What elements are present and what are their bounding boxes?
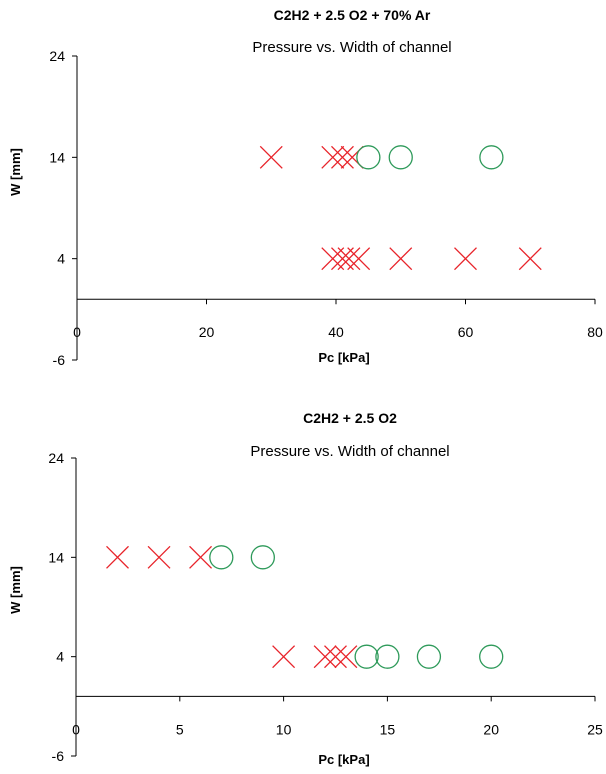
y-tick-label: -6 [52,748,65,764]
x-tick-label: 15 [380,721,396,737]
chart-2-axes [71,457,596,757]
x-marker [313,645,337,669]
x-marker [272,645,296,669]
x-marker [337,247,361,271]
x-marker [331,145,354,169]
x-marker-stroke [331,247,354,271]
chart-1-x-axis-label: Pc [kPa] [318,350,369,365]
x-marker-stroke [189,545,213,569]
x-marker [454,247,477,271]
x-marker [106,545,129,569]
circle-marker [356,145,381,170]
circle-marker [375,644,400,669]
x-marker-stroke [347,247,371,271]
y-tick-label: 4 [56,649,64,665]
x-marker [389,247,413,271]
x-tick-label: 25 [587,721,603,737]
circle-marker [354,644,379,669]
chart-1-subtitle: Pressure vs. Width of channel [252,39,451,56]
y-tick-label: 4 [57,251,65,267]
x-marker [321,145,345,169]
chart-2-y-axis-label: W [mm] [8,566,23,614]
x-tick-label: 10 [276,721,292,737]
x-marker-stroke [337,247,361,271]
x-marker [347,247,371,271]
x-marker [259,145,283,169]
x-marker-stroke [272,645,296,669]
chart-2-title: C2H2 + 2.5 O2 [303,410,397,426]
x-tick-label: 60 [458,324,474,340]
x-marker-stroke [321,145,345,169]
y-tick-label: 14 [49,149,65,165]
chart-2: C2H2 + 2.5 O2 Pressure vs. Width of chan… [8,410,603,767]
x-tick-label: 80 [587,324,603,340]
chart-2-subtitle: Pressure vs. Width of channel [250,443,449,460]
x-tick-label: 40 [328,324,344,340]
circle-marker [479,145,504,170]
chart-1-y-axis-label: W [mm] [8,148,23,196]
x-marker [147,545,171,569]
x-marker [324,645,347,669]
x-marker-stroke [106,545,129,569]
x-marker [334,645,358,669]
x-marker-stroke [334,645,358,669]
x-marker-stroke [331,145,354,169]
x-marker-stroke [324,645,347,669]
y-tick-label: 14 [48,549,64,565]
y-tick-label: -6 [53,352,66,368]
circle-marker [388,145,413,170]
x-marker [518,247,542,271]
x-marker-stroke [313,645,337,669]
x-tick-label: 20 [199,324,215,340]
circle-marker [250,545,275,570]
circle-marker [416,644,442,669]
chart-1: C2H2 + 2.5 O2 + 70% Ar Pressure vs. Widt… [8,7,603,368]
chart-2-marks [106,545,504,669]
circle-marker [209,545,234,570]
x-marker-stroke [518,247,542,271]
x-marker [189,545,213,569]
chart-1-axes [72,55,596,361]
y-tick-label: 24 [48,450,64,466]
x-marker-stroke [454,247,477,271]
y-tick-label: 24 [49,48,65,64]
x-tick-label: 20 [483,721,499,737]
x-marker-stroke [259,145,283,169]
chart-1-tick-labels: 24 14 4 -6 0 20 40 60 80 [49,48,603,368]
chart-1-title: C2H2 + 2.5 O2 + 70% Ar [274,7,431,23]
circle-marker [479,644,504,669]
x-marker-stroke [147,545,171,569]
x-tick-label: 0 [72,721,80,737]
chart-2-tick-labels: 24 14 4 -6 0 5 10 15 20 25 [48,450,603,764]
x-marker-stroke [321,247,345,271]
x-marker-stroke [389,247,413,271]
x-tick-label: 5 [176,721,184,737]
x-tick-label: 0 [73,324,81,340]
x-marker [331,247,354,271]
x-marker [321,247,345,271]
chart-2-x-axis-label: Pc [kPa] [318,752,369,767]
chart-1-marks [259,145,542,271]
